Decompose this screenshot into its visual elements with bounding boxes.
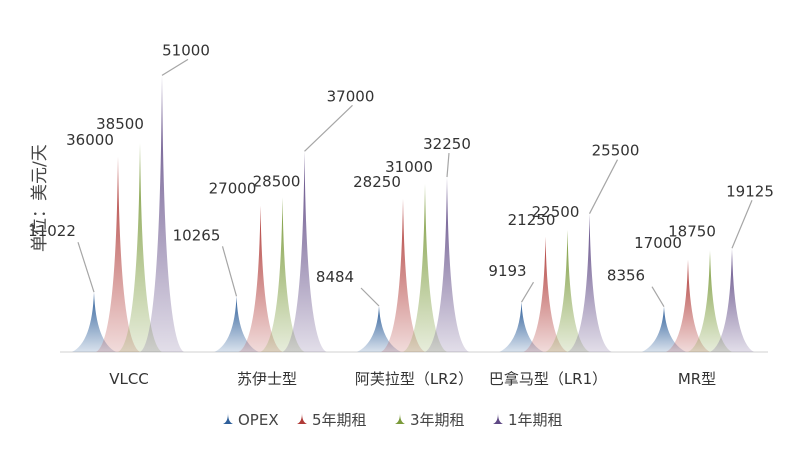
bar-2-0 — [118, 143, 162, 352]
data-label-0-0: 11022 — [28, 222, 76, 240]
data-label-1-3: 21250 — [508, 211, 556, 229]
x-tick-label-1: 苏伊士型 — [237, 370, 297, 388]
leader-line-0-1 — [221, 246, 238, 297]
bar-2-3 — [545, 229, 590, 352]
bar-3-0 — [140, 75, 184, 352]
bar-0-0 — [72, 292, 116, 352]
legend-marker-0 — [223, 413, 233, 424]
legend-marker-3 — [493, 413, 503, 424]
bar-2-1 — [260, 197, 305, 352]
bar-0-4 — [642, 306, 686, 352]
leader-line-3-1 — [304, 104, 353, 152]
bar-1-0 — [96, 156, 140, 352]
legend-label-1: 5年期租 — [312, 411, 367, 429]
leader-line-3-0 — [161, 58, 189, 76]
data-label-2-3: 22500 — [532, 203, 580, 221]
legend-marker-1 — [297, 413, 307, 424]
data-label-2-2: 31000 — [385, 158, 433, 176]
bar-3-2 — [425, 177, 469, 352]
data-label-1-4: 17000 — [634, 234, 682, 252]
data-label-0-2: 8484 — [316, 268, 354, 286]
data-label-3-1: 37000 — [327, 87, 375, 105]
legend-label-3: 1年期租 — [508, 411, 563, 429]
bar-0-3 — [499, 302, 544, 352]
bar-2-2 — [403, 183, 447, 352]
bar-1-3 — [523, 236, 568, 352]
leader-line-0-4 — [651, 286, 665, 307]
y-axis-title: 单位：美元/天 — [30, 144, 50, 252]
data-label-1-0: 36000 — [66, 131, 114, 149]
leader-line-0-0 — [77, 242, 95, 293]
leader-line-3-4 — [731, 200, 753, 249]
data-label-3-3: 25500 — [592, 142, 640, 160]
bar-0-1 — [214, 296, 259, 352]
leader-line-0-2 — [360, 287, 380, 307]
legend-marker-2 — [395, 413, 405, 424]
data-label-2-4: 18750 — [668, 222, 716, 240]
x-tick-label-2: 阿芙拉型（LR2） — [355, 370, 473, 388]
bar-0-2 — [357, 305, 401, 352]
data-label-0-1: 10265 — [173, 226, 221, 244]
x-tick-label-4: MR型 — [678, 370, 716, 388]
data-label-3-4: 19125 — [726, 182, 774, 200]
data-label-2-1: 28500 — [253, 172, 301, 190]
x-tick-label-0: VLCC — [109, 370, 149, 388]
bar-1-4 — [666, 259, 710, 352]
data-label-1-2: 28250 — [353, 173, 401, 191]
bar-1-2 — [381, 198, 425, 352]
data-label-3-2: 32250 — [423, 135, 471, 153]
bar-1-1 — [238, 205, 283, 352]
legend: OPEX 5年期租 3年期租 1年期租 — [223, 411, 563, 429]
bar-2-4 — [688, 250, 732, 352]
data-label-0-4: 8356 — [607, 267, 645, 285]
leader-line-0-3 — [520, 281, 535, 303]
leader-line-3-2 — [446, 153, 450, 178]
data-label-3-0: 51000 — [162, 41, 210, 59]
legend-label-2: 3年期租 — [410, 411, 465, 429]
bar-3-4 — [710, 248, 754, 352]
leader-line-3-3 — [588, 159, 619, 214]
bar-3-1 — [282, 151, 327, 352]
data-label-2-0: 38500 — [96, 115, 144, 133]
data-label-1-1: 27000 — [209, 180, 257, 198]
data-label-0-3: 9193 — [488, 262, 526, 280]
legend-label-0: OPEX — [238, 411, 279, 429]
bar-3-3 — [567, 213, 612, 352]
x-tick-label-3: 巴拿马型（LR1） — [489, 370, 607, 388]
